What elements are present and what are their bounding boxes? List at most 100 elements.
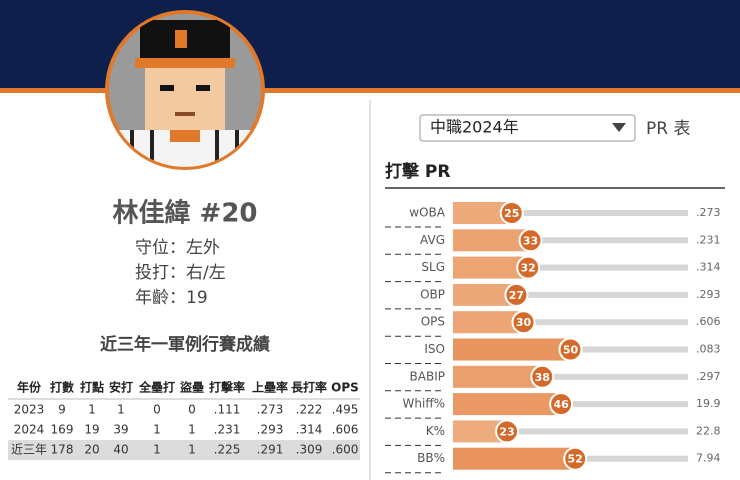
pr-number: 52 xyxy=(568,453,583,466)
select-box[interactable] xyxy=(419,114,636,142)
pr-number: 38 xyxy=(535,371,550,384)
pr-label: wOBA xyxy=(409,206,445,220)
position: 守位：左外 xyxy=(135,238,220,258)
table-cell: .222 xyxy=(296,403,323,417)
total-row-bg xyxy=(8,440,360,460)
age: 年齡：19 xyxy=(135,288,208,308)
table-title: 近三年一軍例行賽成績 xyxy=(100,334,270,355)
column-header: 上壘率 xyxy=(252,380,288,395)
select-text[interactable]: 中職2024年 xyxy=(430,118,519,137)
table-cell: .606 xyxy=(332,423,359,437)
column-header: 安打 xyxy=(109,380,133,395)
bats-throws: 投打：右/左 xyxy=(135,263,226,283)
pr-label: BB% xyxy=(417,451,445,465)
pr-number: 50 xyxy=(563,344,579,357)
stat-value: .293 xyxy=(696,288,721,301)
pr-bar xyxy=(453,393,562,416)
pr-badge xyxy=(499,201,524,225)
pr-label: ISO xyxy=(424,342,445,356)
table-cell: 1 xyxy=(153,423,161,437)
pr-label: AVG xyxy=(420,233,445,247)
table-cell: 1 xyxy=(188,423,196,437)
column-header: 打數 xyxy=(50,380,74,395)
pr-title: PR 表 xyxy=(646,119,690,139)
table-cell: 2024 xyxy=(14,423,45,437)
pr-badge xyxy=(504,282,529,307)
table-cell: 近三年 xyxy=(11,443,47,457)
pr-number: 30 xyxy=(516,316,532,329)
pr-badge xyxy=(558,337,583,362)
column-header: 長打率 xyxy=(291,380,327,395)
stat-value: .273 xyxy=(696,206,721,219)
stat-value: .297 xyxy=(696,370,721,383)
pr-badge xyxy=(511,310,536,335)
table-cell: 1 xyxy=(117,403,125,417)
header-rule xyxy=(0,88,740,93)
column-header: 打點 xyxy=(80,380,104,395)
pr-badge xyxy=(518,228,543,253)
table-cell: .293 xyxy=(257,423,284,437)
pr-number: 46 xyxy=(553,398,569,411)
table-cell: 169 xyxy=(51,423,74,437)
table-cell: .231 xyxy=(214,423,241,437)
table-cell: 0 xyxy=(153,403,161,417)
stat-value: .606 xyxy=(696,315,721,328)
pr-track xyxy=(453,237,688,244)
stat-value: 7.94 xyxy=(696,452,721,465)
table-cell: 178 xyxy=(51,443,74,457)
pr-track xyxy=(453,291,688,298)
pr-bar xyxy=(453,365,543,388)
pr-label: BABIP xyxy=(410,369,445,383)
stat-value: 19.9 xyxy=(696,397,721,410)
pr-bar xyxy=(453,447,576,470)
pr-number: 23 xyxy=(499,425,514,438)
table-cell: 0 xyxy=(188,403,196,417)
stat-value: 22.8 xyxy=(696,424,721,437)
table-cell: 20 xyxy=(84,443,99,457)
pr-track xyxy=(453,428,688,435)
pr-track xyxy=(453,264,688,271)
pr-bar xyxy=(453,202,512,224)
pr-track xyxy=(453,319,688,326)
pr-bar xyxy=(453,311,524,334)
table-cell: 2023 xyxy=(14,403,45,417)
table-cell: 1 xyxy=(88,403,96,417)
stat-value: .231 xyxy=(696,233,721,246)
select-arrow xyxy=(612,123,626,132)
season-select[interactable]: 中職2024年 xyxy=(419,114,636,142)
table-cell: 40 xyxy=(113,443,128,457)
avatar xyxy=(105,10,265,170)
pr-bar xyxy=(453,229,531,252)
column-header: OPS xyxy=(331,381,359,395)
table-cell: 1 xyxy=(153,443,161,457)
pr-number: 33 xyxy=(523,234,538,247)
pr-number: 25 xyxy=(504,207,519,220)
pr-track xyxy=(453,210,688,216)
table-cell: .111 xyxy=(214,403,241,417)
pr-badge xyxy=(563,446,588,471)
table-cell: .225 xyxy=(214,443,241,457)
stat-value: .314 xyxy=(696,261,721,274)
pr-badge xyxy=(516,255,541,280)
table-cell: .600 xyxy=(332,443,359,457)
pr-number: 32 xyxy=(521,262,536,275)
pr-bar xyxy=(453,420,508,443)
pr-bar xyxy=(453,283,517,306)
pr-label: K% xyxy=(426,424,445,438)
column-header: 全壘打 xyxy=(138,380,175,395)
table-cell: .309 xyxy=(296,443,323,457)
pr-track xyxy=(453,373,688,380)
table-cell: .314 xyxy=(296,423,323,437)
table-cell: .273 xyxy=(257,403,284,417)
table-cell: .291 xyxy=(257,443,284,457)
pr-badge xyxy=(530,364,555,389)
section-title: 打擊 PR xyxy=(385,161,450,182)
column-header: 盜壘 xyxy=(180,380,204,395)
column-header: 年份 xyxy=(17,380,42,395)
table-cell: 39 xyxy=(113,423,128,437)
pr-label: SLG xyxy=(421,260,445,274)
pr-badge xyxy=(549,392,574,417)
pr-badge xyxy=(495,419,520,444)
table-cell: .495 xyxy=(332,403,359,417)
